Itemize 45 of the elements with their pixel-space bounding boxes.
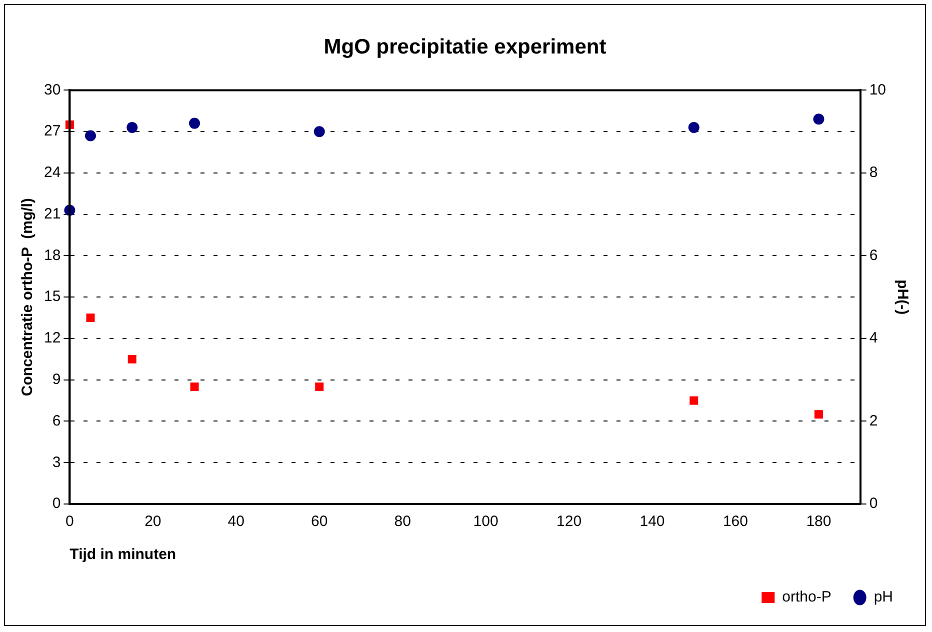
y-tick-label: 12 [44, 330, 61, 347]
x-tick-label: 140 [640, 513, 665, 530]
y2-axis-title: pH(-) [894, 280, 911, 315]
x-tick-label: 80 [394, 513, 411, 530]
x-tick-label: 160 [722, 513, 748, 530]
legend-label: pH [874, 588, 894, 606]
point [128, 354, 136, 364]
point [314, 126, 325, 138]
y-tick-label: 0 [52, 495, 61, 512]
y-tick-label: 21 [44, 205, 61, 222]
x-axis-title: Tijd in minuten [70, 546, 176, 564]
y2-tick-label: 10 [869, 81, 886, 98]
y-tick-label: 24 [44, 164, 61, 182]
x-tick-label: 40 [228, 513, 244, 530]
x-tick-label: 0 [66, 513, 74, 530]
y2-tick-label: 4 [869, 330, 878, 347]
point [688, 122, 700, 133]
x-tick-label: 180 [806, 513, 832, 530]
y-tick-label: 3 [52, 454, 61, 471]
x-tick-label: 120 [556, 513, 582, 530]
legend-label: ortho-P [782, 588, 832, 606]
point [813, 114, 824, 125]
y2-tick-label: 6 [869, 246, 878, 264]
y-tick-label: 9 [52, 371, 61, 388]
point [690, 396, 698, 405]
y-tick-label: 30 [44, 81, 61, 98]
y2-tick-label: 8 [869, 164, 878, 182]
y-tick-label: 6 [52, 412, 61, 430]
chart-title: MgO precipitatie experiment [324, 35, 606, 58]
point [84, 130, 96, 142]
y2-tick-label: 2 [869, 412, 878, 430]
point [315, 382, 324, 391]
y-tick-label: 18 [44, 246, 61, 264]
x-tick-label: 20 [144, 513, 162, 530]
y-tick-label: 27 [44, 122, 61, 140]
y-tick-label: 15 [44, 288, 61, 306]
point [126, 122, 138, 133]
point [189, 118, 200, 129]
point [86, 314, 95, 322]
point [190, 382, 199, 391]
point [814, 410, 823, 419]
y-axis-title: Concentratie ortho-P (mg/l) [19, 198, 36, 396]
y2-tick-label: 0 [869, 495, 878, 512]
x-tick-label: 100 [473, 513, 498, 530]
x-tick-label: 60 [311, 513, 328, 530]
